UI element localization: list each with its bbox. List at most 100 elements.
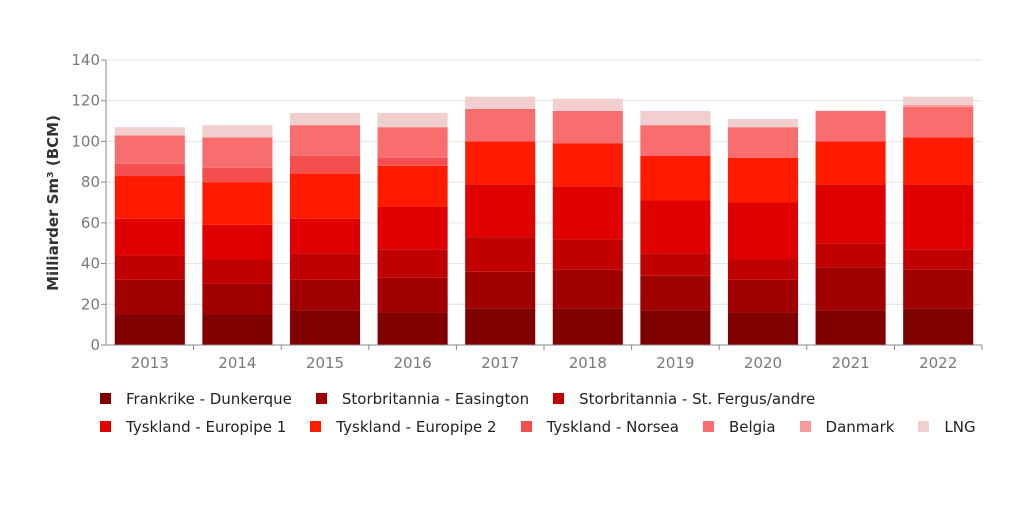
legend-item: Tyskland - Europipe 1	[100, 417, 286, 436]
bar-segment	[377, 312, 448, 345]
bar-segment	[289, 218, 361, 254]
bar-segment	[640, 275, 711, 311]
legend-swatch	[315, 393, 327, 404]
legend-label: Tyskland - Norsea	[546, 417, 679, 436]
bar-segment	[903, 308, 974, 345]
bar-segment	[202, 125, 273, 138]
legend: Frankrike - Dunkerque Storbritannia - Eas…	[100, 389, 1000, 436]
bar-stack	[552, 98, 623, 345]
legend-swatch	[553, 393, 565, 404]
bar-segment	[289, 174, 361, 219]
legend-swatch	[702, 421, 714, 432]
bar-segment	[114, 163, 185, 177]
legend-swatch	[520, 421, 532, 432]
legend-label: Tyskland - Europipe 2	[336, 417, 497, 436]
bar-segment	[727, 202, 799, 260]
bar-stack	[377, 112, 448, 345]
bar-stack	[640, 110, 711, 345]
legend-label: Belgia	[728, 417, 776, 436]
y-tick-label: 140	[71, 51, 100, 69]
x-tick-label: 2020	[744, 354, 782, 372]
y-tick-label: 100	[71, 132, 100, 150]
bar-segment	[289, 125, 361, 156]
bar-segment	[815, 310, 886, 345]
bar-segment	[815, 243, 886, 268]
bar-segment	[727, 157, 799, 203]
bar-segment	[202, 259, 273, 284]
bar-segment	[114, 255, 185, 280]
bar-segment	[815, 110, 886, 142]
bar-segment	[552, 98, 623, 111]
legend-item: Storbritannia - St. Fergus/andre	[553, 389, 815, 408]
y-axis-title: Milliarder Sm³ (BCM)	[44, 115, 62, 291]
legend-label: Storbritannia - Easington	[341, 389, 530, 408]
x-tick-label: 2016	[394, 354, 432, 372]
bar-segment	[202, 167, 273, 183]
legend-label: Frankrike - Dunkerque	[126, 389, 292, 408]
bar-segment	[903, 106, 974, 138]
bar-segment	[903, 269, 974, 309]
legend-swatch	[918, 421, 930, 432]
bar-segment	[727, 259, 799, 280]
legend-item: LNG	[918, 417, 976, 436]
bar-segment	[202, 137, 273, 168]
y-tick-label: 120	[71, 92, 100, 110]
x-tick-label: 2021	[832, 354, 870, 372]
legend-label: Danmark	[825, 417, 895, 436]
legend-swatch	[310, 421, 322, 432]
bar-segment	[202, 224, 273, 260]
bar-segment	[640, 110, 711, 126]
y-tick-label: 60	[81, 214, 100, 232]
legend-item: Danmark	[799, 417, 895, 436]
bar-segment	[465, 308, 536, 345]
bar-segment	[903, 104, 974, 107]
x-tick-label: 2017	[481, 354, 519, 372]
bar-segment	[465, 141, 536, 185]
bar-segment	[114, 176, 185, 219]
bar-segment	[377, 249, 448, 278]
x-tick-label: 2013	[131, 354, 169, 372]
legend-swatch	[100, 393, 111, 404]
bar-segment	[815, 141, 886, 185]
x-tick-label: 2014	[218, 354, 256, 372]
legend-item: Tyskland - Europipe 2	[310, 417, 497, 436]
bar-segment	[465, 96, 536, 109]
bar-segment	[640, 200, 711, 254]
bar-segment	[552, 143, 623, 187]
bar-segment	[727, 312, 799, 345]
bar-stack	[114, 127, 185, 345]
bar-segment	[114, 218, 185, 256]
bar-segment	[727, 119, 799, 128]
x-tick-label: 2018	[569, 354, 607, 372]
bar-segment	[202, 182, 273, 225]
bar-segment	[465, 184, 536, 238]
bar-segment	[289, 112, 361, 126]
bar-segment	[377, 127, 448, 158]
y-tick-labels: 0 20 40 60 80 100 120 140	[71, 51, 106, 354]
bars	[114, 96, 974, 345]
bar-stack	[903, 96, 974, 345]
bar-segment	[727, 127, 799, 158]
bar-segment	[289, 155, 361, 174]
bar-segment	[114, 314, 185, 345]
legend-label: LNG	[944, 417, 976, 436]
bar-segment	[289, 253, 361, 280]
legend-swatch	[799, 421, 811, 432]
legend-swatch	[100, 421, 111, 432]
bar-segment	[552, 269, 623, 309]
bar-segment	[727, 279, 799, 313]
bar-segment	[465, 108, 536, 142]
bar-segment	[903, 249, 974, 270]
bar-segment	[114, 279, 185, 315]
bar-segment	[377, 112, 448, 128]
bar-segment	[289, 279, 361, 311]
bar-segment	[640, 310, 711, 345]
bar-segment	[640, 253, 711, 276]
y-tick-label: 20	[81, 295, 100, 313]
bar-segment	[903, 137, 974, 185]
bar-stack	[202, 125, 273, 345]
bar-segment	[552, 239, 623, 270]
x-tick-label: 2019	[656, 354, 694, 372]
bar-stack	[465, 96, 536, 345]
